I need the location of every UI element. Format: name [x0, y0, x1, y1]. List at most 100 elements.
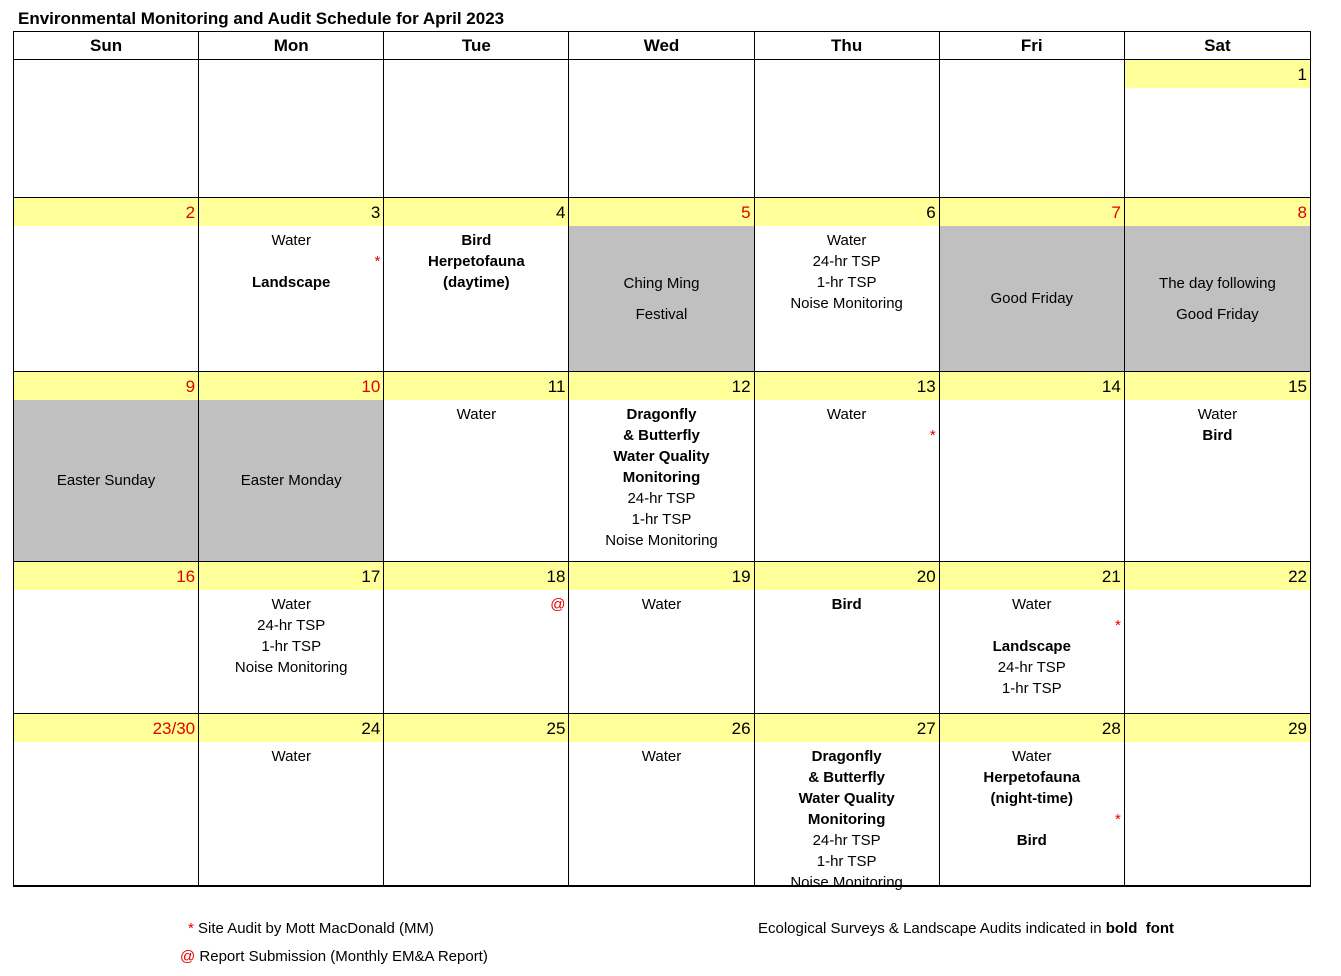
activity: & Butterfly	[808, 769, 885, 786]
holiday-label: The day following	[1159, 274, 1276, 292]
activity: Water	[1012, 596, 1052, 613]
activity: 24-hr TSP	[812, 832, 881, 849]
day-body: Water	[569, 590, 753, 713]
legend-audit: * Site Audit by Mott MacDonald (MM)	[188, 920, 434, 937]
activity: Dragonfly	[626, 406, 697, 423]
day-cell: 16	[14, 562, 200, 714]
day-cell: 25	[384, 714, 570, 886]
marker: *	[1115, 811, 1121, 828]
calendar: Sun Mon Tue Wed Thu Fri Sat 1 2 3 Water * Landscape 4…	[13, 31, 1311, 891]
day-body: Water	[384, 400, 568, 561]
activity: 24-hr TSP	[997, 659, 1066, 676]
day-cell	[569, 60, 755, 198]
weekday-header: Wed	[569, 32, 755, 60]
day-body	[1125, 88, 1310, 197]
activity: (daytime)	[443, 274, 510, 291]
activity: Monitoring	[622, 469, 701, 486]
day-cell: 10 Easter Monday	[199, 372, 385, 562]
holiday-label: Festival	[635, 305, 688, 323]
day-body: Dragonfly & Butterfly Water Quality Monitor…	[569, 400, 753, 561]
day-cell	[199, 60, 385, 198]
day-body: Water 24-hr TSP 1-hr TSP Noise Monitoring	[199, 590, 383, 713]
day-cell: 21 Water * Landscape 24-hr TSP 1-hr TSP	[939, 562, 1125, 714]
day-body: Good Friday	[939, 226, 1124, 371]
legend-bold: bold font	[1105, 920, 1175, 937]
day-cell: 1	[1124, 60, 1310, 198]
day-cell: 19 Water	[569, 562, 755, 714]
day-number: 18	[384, 562, 569, 590]
activity: Water	[826, 232, 867, 249]
day-body: Water Bird	[1125, 400, 1310, 561]
day-cell: 5 Ching Ming Festival	[569, 198, 755, 372]
activity: Water	[641, 596, 682, 613]
day-body: Water	[569, 742, 753, 885]
day-body	[14, 226, 198, 371]
day-cell: 9 Easter Sunday	[14, 372, 200, 562]
activity: Water	[1197, 406, 1238, 423]
day-body: Water *	[755, 400, 939, 561]
activity: 1-hr TSP	[1001, 680, 1062, 697]
legend-text: Site Audit by Mott MacDonald (MM)	[198, 920, 434, 937]
day-cell: 3 Water * Landscape	[199, 198, 385, 372]
activity: Monitoring	[807, 811, 886, 828]
day-number: 17	[199, 562, 384, 590]
day-body	[940, 400, 1124, 561]
day-cell: 2	[14, 198, 200, 372]
activity: 24-hr TSP	[812, 253, 881, 270]
day-cell: 14	[939, 372, 1125, 562]
day-cell: 7 Good Friday	[939, 198, 1125, 372]
day-cell: 11 Water	[384, 372, 570, 562]
weekday-header: Thu	[754, 32, 940, 60]
day-number: 13	[754, 372, 939, 400]
day-cell: 17 Water 24-hr TSP 1-hr TSP Noise Monitoring	[199, 562, 385, 714]
legend-symbol: @	[180, 948, 196, 965]
day-number: 19	[569, 562, 754, 590]
marker: *	[374, 253, 381, 270]
day-body	[384, 742, 568, 885]
day-body: Ching Ming Festival	[569, 226, 754, 371]
day-cell: 18 @	[384, 562, 570, 714]
day-number: 26	[569, 714, 754, 742]
activity: Noise Monitoring	[234, 659, 348, 676]
activity: Landscape	[252, 274, 331, 291]
day-body: Easter Monday	[199, 400, 384, 561]
day-body: Dragonfly & Butterfly Water Quality Monitor…	[755, 742, 939, 891]
day-cell: 28 Water Herpetofauna (night-time) * Bird	[939, 714, 1125, 886]
day-number: 15	[1124, 372, 1310, 400]
day-body: Bird Herpetofauna (daytime)	[384, 226, 568, 371]
activity: 24-hr TSP	[627, 490, 696, 507]
weekday-header: Sun	[14, 32, 200, 60]
holiday-label: Good Friday	[1176, 305, 1259, 323]
day-number: 6	[754, 198, 939, 226]
marker: *	[929, 427, 936, 444]
activity: Dragonfly	[811, 748, 882, 765]
day-body	[14, 742, 198, 885]
activity: 24-hr TSP	[257, 617, 326, 634]
weekday-header: Sat	[1124, 32, 1310, 60]
day-number: 21	[939, 562, 1124, 590]
day-body: Water Herpetofauna (night-time) * Bird	[940, 742, 1124, 885]
day-cell: 12 Dragonfly & Butterfly Water Quality Monit…	[569, 372, 755, 562]
activity: Noise Monitoring	[790, 295, 903, 312]
day-number: 20	[754, 562, 939, 590]
legend-text: Report Submission (Monthly EM&A Report)	[199, 948, 488, 965]
day-body: Easter Sunday	[14, 400, 199, 561]
activity: Water	[271, 232, 311, 249]
activity: 1-hr TSP	[631, 511, 692, 528]
activity: Water	[271, 748, 311, 765]
holiday-label: Easter Monday	[240, 472, 342, 489]
holiday-label: Ching Ming	[623, 274, 700, 292]
day-number: 3	[199, 198, 384, 226]
day-number: 22	[1124, 562, 1310, 590]
day-cell: 4 Bird Herpetofauna (daytime)	[384, 198, 570, 372]
day-cell: 22	[1124, 562, 1310, 714]
day-number: 27	[754, 714, 939, 742]
day-cell	[14, 60, 200, 198]
holiday-label: Good Friday	[990, 290, 1074, 307]
activity: Water Quality	[798, 790, 895, 807]
legend-symbol: *	[188, 920, 194, 937]
day-number: 8	[1124, 198, 1310, 226]
title: Environmental Monitoring and Audit Sched…	[18, 9, 505, 28]
legend-text: Ecological Surveys & Landscape Audits in…	[758, 920, 1106, 937]
day-body	[1125, 742, 1310, 885]
